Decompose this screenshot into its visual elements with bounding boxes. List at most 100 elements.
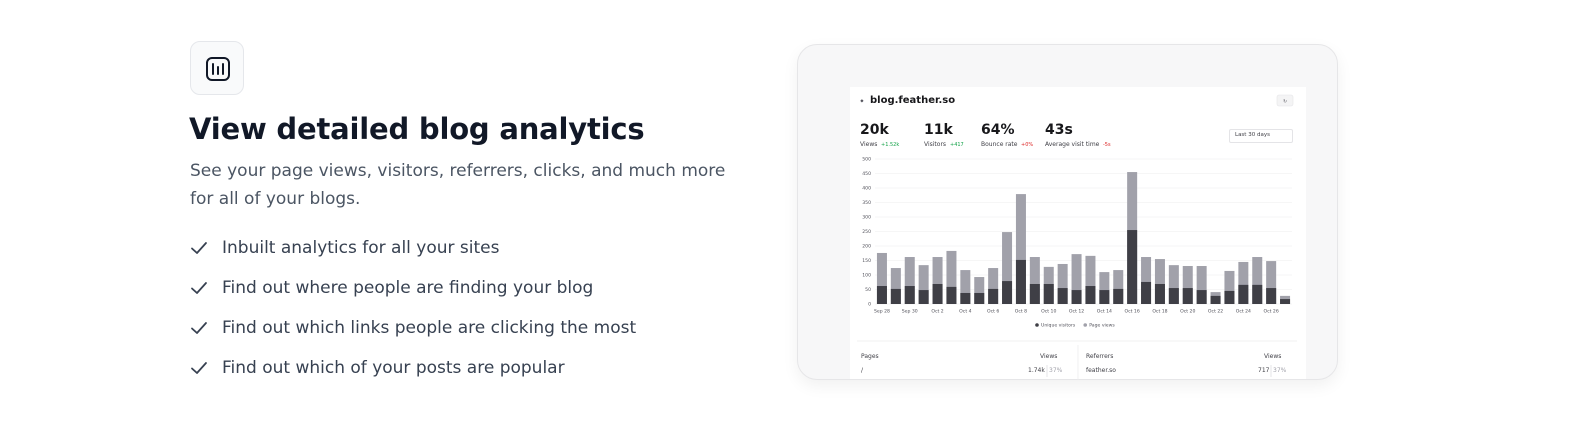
refresh-icon: ↻ (1283, 100, 1287, 105)
bar (1224, 270, 1235, 304)
legend-label: Page views (1089, 323, 1115, 329)
bar (1266, 261, 1277, 304)
x-tick-label: Oct 6 (987, 309, 999, 315)
y-tick-label: 350 (862, 200, 871, 206)
y-tick-label: 0 (868, 302, 871, 308)
feature-icon (190, 41, 244, 95)
icon-graphic (206, 57, 230, 81)
stat-change: +0% (1021, 142, 1034, 148)
y-tick-label: 150 (862, 258, 871, 264)
table-column: Views (1040, 353, 1058, 360)
y-tick-label: 200 (862, 244, 871, 250)
bar (946, 286, 957, 304)
bar (960, 292, 971, 304)
bar (988, 288, 999, 304)
site-icon: ✹ (860, 99, 864, 105)
stat-value: 20k (860, 122, 889, 138)
bar (1113, 288, 1124, 304)
x-tick-label: Oct 8 (1015, 309, 1027, 315)
table-title: Pages (861, 353, 879, 360)
row-label: / (861, 367, 864, 374)
check-icon (191, 362, 207, 374)
bar (974, 277, 985, 304)
y-tick-label: 400 (862, 186, 871, 192)
x-tick-label: Oct 16 (1125, 309, 1140, 315)
bar (1210, 295, 1221, 304)
stat-label: Average visit time (1045, 141, 1100, 148)
feature-item: Find out which links people are clicking… (190, 318, 636, 338)
feature-item: Inbuilt analytics for all your sites (190, 238, 500, 258)
bar (1252, 257, 1263, 304)
x-tick-label: Oct 4 (959, 309, 971, 315)
feature-item-text: Find out which links people are clicking… (222, 318, 637, 338)
bar (1224, 290, 1235, 304)
bar (1043, 283, 1054, 304)
x-tick-label: Oct 12 (1069, 309, 1084, 315)
refresh-button[interactable] (1276, 94, 1294, 107)
bar (1238, 284, 1249, 304)
table-title: Referrers (1086, 353, 1114, 360)
bar (918, 265, 929, 304)
row-share: 37% (1049, 367, 1063, 374)
bar (1168, 265, 1179, 304)
x-tick-label: Oct 24 (1236, 309, 1251, 315)
bar (1029, 283, 1040, 304)
bar (946, 250, 957, 304)
bar (1071, 254, 1082, 304)
bar (1196, 266, 1207, 304)
stat-change: +1.52k (881, 142, 900, 148)
y-tick-label: 300 (862, 215, 871, 221)
y-tick-label: 100 (862, 273, 871, 279)
bar (1113, 270, 1124, 304)
y-tick-label: 450 (862, 171, 871, 177)
range-dropdown[interactable] (1229, 129, 1293, 143)
stat-value: 64% (981, 122, 1015, 138)
legend-label: Unique visitors (1041, 323, 1076, 329)
bar (1015, 259, 1026, 304)
bar (1002, 281, 1013, 304)
bar (1085, 255, 1096, 304)
bar (932, 283, 943, 304)
check-icon (191, 282, 207, 294)
stat-change: +417 (950, 142, 964, 148)
range-label: Last 30 days (1235, 132, 1270, 138)
feature-item-text: Inbuilt analytics for all your sites (222, 238, 500, 258)
stat-label: Visitors (924, 141, 947, 148)
bar (876, 286, 887, 304)
bar (1099, 290, 1110, 304)
site-name: blog.feather.so (870, 95, 956, 106)
bar (974, 292, 985, 304)
bar (1029, 257, 1040, 304)
bar (890, 288, 901, 304)
feature-item-text: Find out where people are finding your b… (222, 278, 594, 298)
bar (1099, 272, 1110, 304)
x-tick-label: Oct 2 (931, 309, 943, 315)
bar (1182, 266, 1193, 304)
x-tick-label: Oct 20 (1180, 309, 1195, 315)
bar (1266, 288, 1277, 304)
feature-item: Find out where people are finding your b… (190, 278, 593, 298)
y-tick-label: 500 (862, 157, 871, 163)
x-tick-label: Oct 10 (1041, 309, 1056, 315)
check-icon (191, 322, 207, 334)
bar (1085, 286, 1096, 304)
row-share: 37% (1273, 367, 1287, 374)
feature-title: View detailed blog analytics (189, 112, 645, 146)
row-label: feather.so (1086, 367, 1116, 374)
bar (1154, 259, 1165, 304)
bar (904, 286, 915, 304)
stat-label: Views (860, 141, 878, 148)
bar (904, 257, 915, 304)
row-value: 717 (1258, 367, 1270, 374)
table-column: Views (1264, 353, 1282, 360)
bar (1196, 290, 1207, 304)
bar (1015, 194, 1026, 304)
bar (1238, 261, 1249, 304)
y-tick-label: 250 (862, 229, 871, 235)
stat-value: 43s (1045, 122, 1073, 138)
bar (1182, 288, 1193, 304)
bar (1057, 263, 1068, 304)
y-tick-label: 50 (865, 287, 871, 293)
